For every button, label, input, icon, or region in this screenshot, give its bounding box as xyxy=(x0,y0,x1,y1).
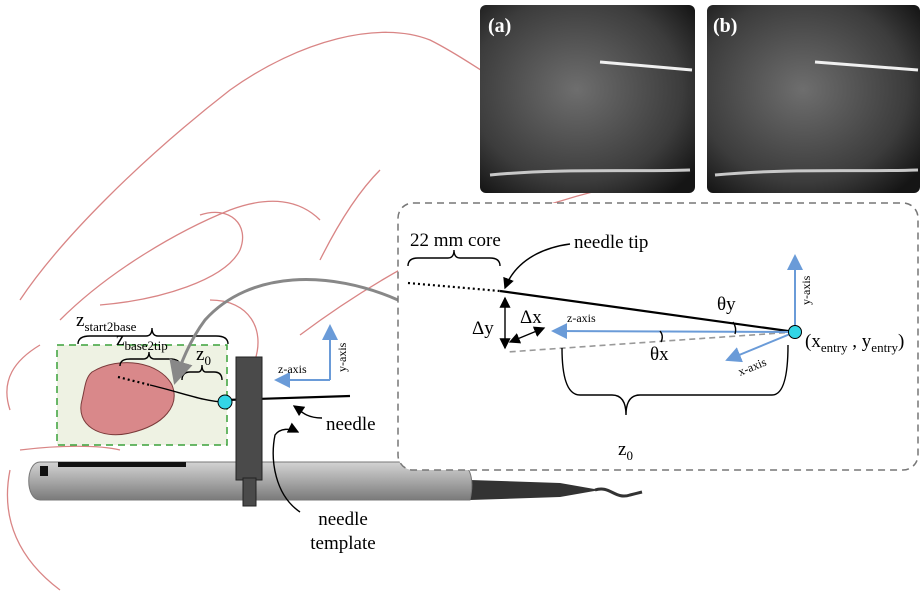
axis-label: y-axis xyxy=(799,275,813,305)
label: zstart2base xyxy=(76,310,137,334)
ultrasound-a: (a) xyxy=(480,5,695,193)
needle-template xyxy=(243,478,256,506)
label-sub: entry xyxy=(871,340,898,355)
label-base: z xyxy=(618,439,626,460)
label-sub: entry xyxy=(821,340,848,355)
label: Δy xyxy=(472,318,494,339)
label-base: z xyxy=(116,329,124,350)
axis-label: z-axis xyxy=(567,311,596,325)
axis-label: z-axis xyxy=(278,362,307,376)
label: template xyxy=(310,533,375,554)
label-part: (x xyxy=(805,331,821,352)
label-base: z xyxy=(196,344,204,365)
axis-label: y-axis xyxy=(335,342,349,372)
ultrasound-b: (b) xyxy=(707,5,920,193)
label: θy xyxy=(717,294,736,315)
label: zbase2tip xyxy=(116,329,168,353)
label-part: , y xyxy=(848,331,872,352)
label-sub: start2base xyxy=(84,319,136,334)
label: 22 mm core xyxy=(410,230,501,251)
panel-label: (b) xyxy=(713,15,737,37)
label: needle tip xyxy=(574,232,648,253)
panel-label: (a) xyxy=(488,15,511,37)
arrow xyxy=(294,406,322,418)
label-sub: 0 xyxy=(626,448,633,463)
label: needle xyxy=(326,414,376,435)
label-sub: base2tip xyxy=(124,338,167,353)
label: needle xyxy=(318,509,368,530)
label: θx xyxy=(650,344,669,365)
label-sub: 0 xyxy=(204,353,211,368)
entry-point xyxy=(789,326,802,339)
entry-point xyxy=(218,395,232,409)
z-axis-arrow xyxy=(553,331,795,332)
label: Δx xyxy=(520,307,542,328)
label-base: z xyxy=(76,310,84,331)
diagram: (a) (b) zstart2base zbase2tip z0 z-axis … xyxy=(0,0,923,594)
label-part: ) xyxy=(898,331,904,352)
needle-template xyxy=(236,357,262,480)
